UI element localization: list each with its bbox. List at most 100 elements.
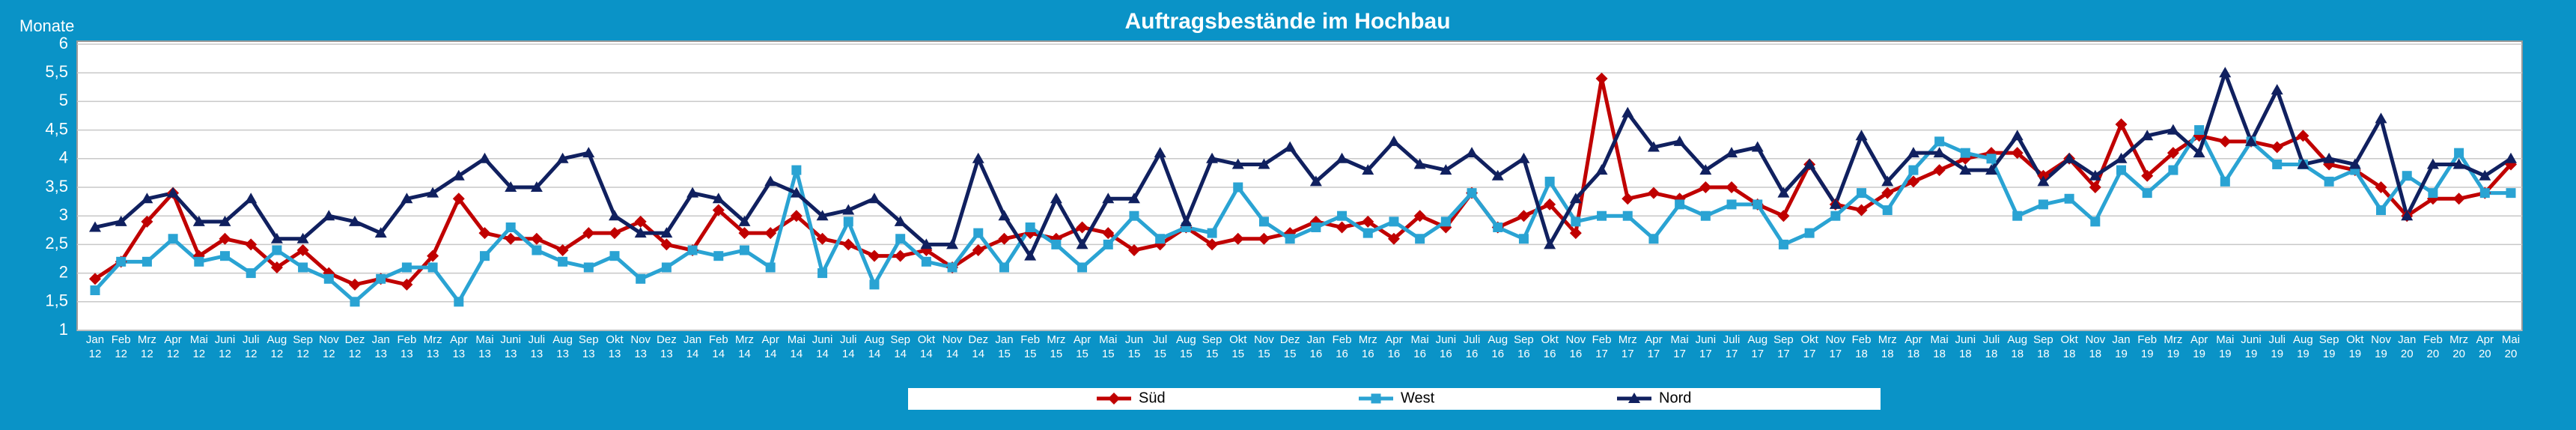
point-marker [2038,199,2048,210]
point-marker [479,251,490,261]
point-marker [1777,210,1790,222]
point-marker [116,256,127,267]
point-marker [972,152,984,163]
point-marker [764,227,777,240]
x-tick-label: Mai 17 [1671,333,1689,360]
point-marker [1336,152,1348,163]
point-marker [738,227,751,240]
point-marker [2375,112,2387,124]
x-tick-label: Juni 13 [500,333,521,360]
y-tick-label: 4 [59,148,68,167]
point-marker [1491,169,1504,181]
point-marker [1804,228,1815,238]
point-marker [1518,234,1529,244]
x-tick-label: Okt 13 [606,333,624,360]
point-marker [2089,181,2101,193]
x-tick-label: Sep 15 [1202,333,1222,360]
point-marker [686,187,699,198]
point-marker [1337,211,1348,221]
point-marker [1127,193,1140,204]
point-marker [1622,106,1634,118]
point-marker [790,187,803,198]
x-tick-label: Okt 16 [1541,333,1559,360]
x-tick-label: Mrz 14 [735,333,754,360]
x-tick-label: Jan 12 [86,333,104,360]
x-tick-label: Aug 15 [1176,333,1196,360]
point-marker [1051,239,1062,249]
point-marker [2168,165,2178,175]
point-marker [2141,130,2154,141]
y-tick-label: 3 [59,205,68,224]
point-marker [2142,188,2152,199]
point-marker [1309,175,1322,187]
point-marker [1076,238,1088,249]
point-marker [842,204,855,215]
legend-marker [1108,393,1120,405]
point-marker [1933,147,1946,158]
x-tick-label: Mai 18 [1931,333,1949,360]
point-marker [2245,135,2258,146]
point-marker [894,249,907,262]
point-marker [1285,234,1295,244]
point-marker [1595,164,1608,175]
x-tick-label: Mrz 18 [1878,333,1897,360]
point-marker [1544,238,1556,249]
x-tick-label: Jul 15 [1153,333,1167,360]
point-marker [1311,222,1321,232]
point-marker [1154,147,1166,158]
x-tick-label: Nov 19 [2371,333,2391,360]
point-marker [2271,84,2283,95]
point-marker [1571,216,1581,227]
point-marker [1155,234,1166,244]
point-marker [323,273,334,284]
x-tick-label: Apr 15 [1074,333,1091,360]
point-marker [1907,147,1919,158]
point-marker [505,232,517,245]
series-line [94,70,2512,258]
point-marker [583,262,594,273]
point-marker [947,262,957,273]
point-marker [1050,193,1062,204]
x-tick-label: Dez 14 [968,333,988,360]
x-tick-label: Feb 18 [1852,333,1872,360]
x-tick-label: Mrz 19 [2164,333,2182,360]
legend-marker [1628,393,1640,403]
x-tick-label: Jan 19 [2112,333,2130,360]
x-tick-label: Okt 15 [1229,333,1247,360]
point-marker [348,215,361,226]
x-tick-label: Juli 13 [529,333,546,360]
x-tick-label: Sep 13 [579,333,599,360]
point-marker [2090,216,2101,227]
point-marker [946,238,959,249]
point-marker [219,232,231,245]
point-marker [713,251,724,261]
x-tick-label: Jan 16 [1307,333,1325,360]
point-marker [1622,193,1634,205]
point-marker [790,210,803,222]
point-marker [1258,232,1270,245]
point-marker [505,222,516,232]
point-marker [1569,227,1582,240]
point-marker [2324,176,2334,187]
point-marker [1857,188,1867,199]
point-marker [661,262,672,273]
x-tick-label: Apr 20 [2476,333,2494,360]
point-marker [2116,165,2127,175]
point-marker [558,256,568,267]
point-marker [2219,67,2232,78]
x-tick-label: Nov 15 [1254,333,1274,360]
point-marker [270,232,283,243]
point-marker [2479,188,2490,199]
x-tick-label: Feb 12 [112,333,131,360]
point-marker [427,262,438,273]
point-marker [452,193,465,205]
point-marker [1077,262,1088,273]
point-marker [712,204,725,216]
point-marker [843,216,853,227]
point-marker [1778,239,1788,249]
point-marker [791,165,802,175]
point-marker [1076,221,1088,234]
point-marker [1673,135,1686,146]
point-marker [245,193,258,204]
x-tick-label: Feb 19 [2137,333,2157,360]
